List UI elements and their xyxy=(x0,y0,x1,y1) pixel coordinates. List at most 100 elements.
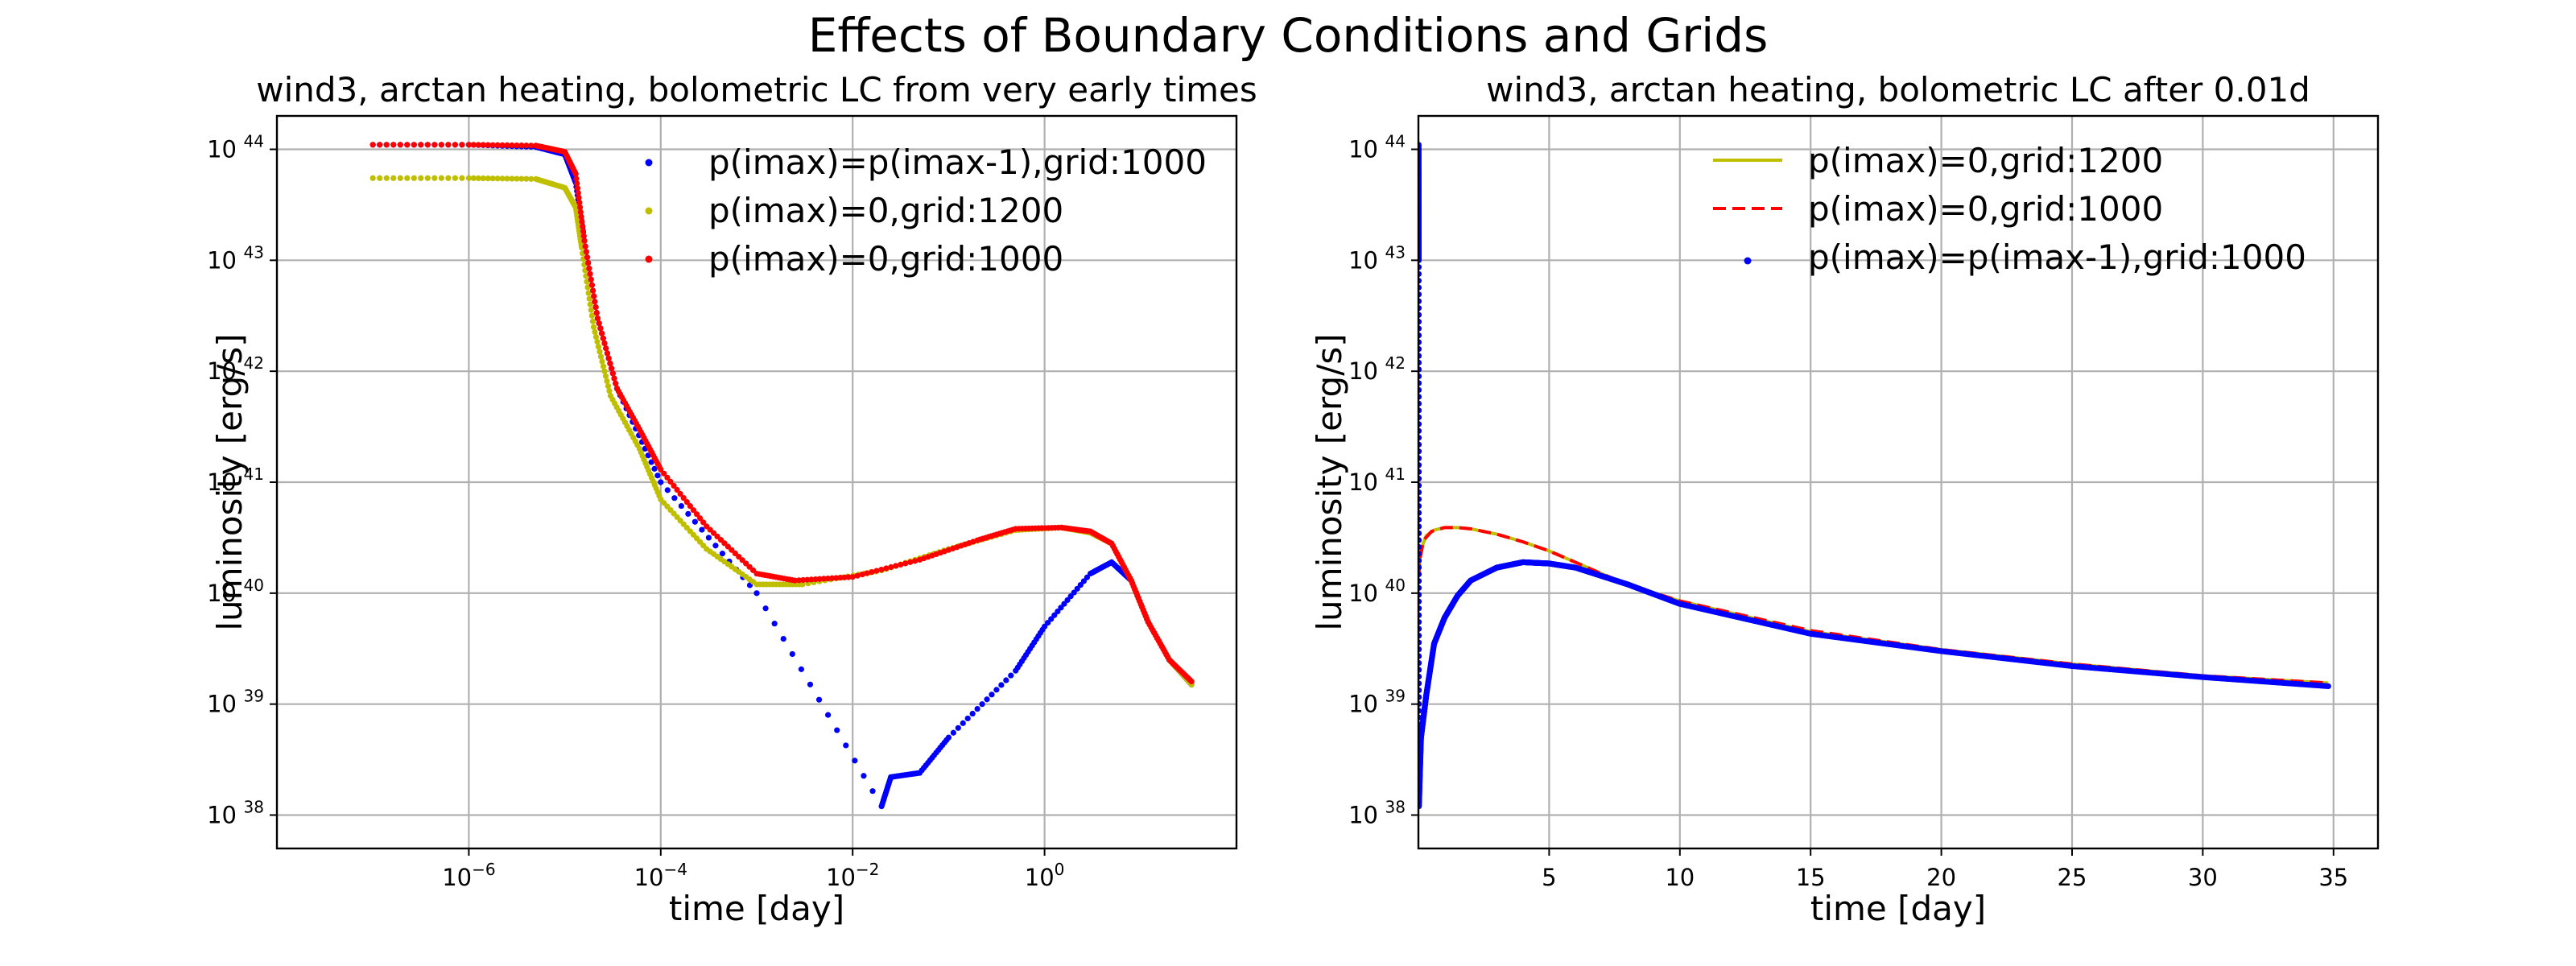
data-point xyxy=(594,315,601,321)
data-point xyxy=(438,142,444,148)
legend-label-red-right: p(imax)=0,grid:1000 xyxy=(1808,189,2163,229)
data-point xyxy=(1084,574,1091,580)
y-tick-label: 10 43 xyxy=(1348,242,1406,274)
data-point xyxy=(955,724,961,731)
data-point xyxy=(902,560,909,567)
data-point xyxy=(2325,683,2331,690)
data-point xyxy=(696,515,704,522)
data-point xyxy=(804,576,811,583)
data-point xyxy=(576,204,584,211)
x-tick-label: 10−4 xyxy=(634,860,687,891)
data-point xyxy=(431,142,438,148)
data-point xyxy=(606,388,613,394)
data-point xyxy=(984,696,990,703)
legend-label-yellow-right: p(imax)=0,grid:1200 xyxy=(1808,141,2163,180)
data-point xyxy=(998,682,1005,688)
y-tick-exponent: 42 xyxy=(1385,353,1406,373)
data-point xyxy=(404,142,411,148)
data-point xyxy=(815,696,823,703)
data-point xyxy=(504,175,510,182)
data-point xyxy=(883,565,890,572)
series-red xyxy=(1418,526,2329,685)
data-point xyxy=(509,175,515,182)
data-point xyxy=(1080,578,1087,584)
data-point xyxy=(580,223,586,229)
data-point xyxy=(849,574,856,580)
data-point xyxy=(1003,677,1009,683)
data-point xyxy=(687,503,693,510)
data-point xyxy=(494,142,501,148)
data-point xyxy=(485,175,491,182)
data-point xyxy=(825,712,832,718)
legend-label-yellow: p(imax)=0,grid:1200 xyxy=(708,191,1063,230)
data-point xyxy=(712,543,719,549)
y-tick-label: 10 41 xyxy=(1348,464,1406,496)
x-tick-exponent: −6 xyxy=(472,860,495,879)
data-point xyxy=(654,473,661,479)
x-tick-label: 10 xyxy=(1665,864,1695,891)
x-tick-label: 15 xyxy=(1796,864,1826,891)
data-point xyxy=(843,742,849,749)
series-line xyxy=(1418,526,2329,685)
data-point xyxy=(445,175,452,181)
data-point xyxy=(591,293,597,299)
data-point xyxy=(582,243,588,250)
data-point xyxy=(369,142,376,148)
data-point xyxy=(390,175,397,181)
y-tick-exponent: 43 xyxy=(244,242,264,262)
data-point xyxy=(494,175,501,182)
data-point xyxy=(580,233,587,239)
data-point xyxy=(431,175,438,181)
data-point xyxy=(598,330,605,336)
data-point xyxy=(584,254,591,261)
data-point xyxy=(693,511,700,518)
data-point xyxy=(592,328,598,336)
data-point xyxy=(588,276,594,283)
legend-label-blue-right: p(imax)=p(imax-1),grid:1000 xyxy=(1808,237,2306,277)
data-point xyxy=(600,363,607,369)
data-point xyxy=(580,228,587,234)
data-point xyxy=(705,535,712,541)
data-point xyxy=(798,666,804,672)
legend-label-blue: p(imax)=p(imax-1),grid:1000 xyxy=(708,142,1207,182)
data-point xyxy=(1071,589,1077,596)
data-point xyxy=(597,353,605,360)
data-point xyxy=(418,142,424,148)
y-tick-label: 10 39 xyxy=(1348,687,1406,718)
data-point xyxy=(789,650,795,658)
data-point xyxy=(1067,593,1074,600)
data-point xyxy=(397,175,403,181)
data-point xyxy=(837,575,844,581)
x-tick-label: 35 xyxy=(2318,864,2348,891)
data-point xyxy=(799,581,806,588)
data-point xyxy=(605,355,612,361)
data-point xyxy=(475,142,481,148)
figure-title: Effects of Boundary Conditions and Grids xyxy=(808,8,1769,63)
data-point xyxy=(596,320,602,327)
data-point xyxy=(475,175,481,182)
data-point xyxy=(575,190,581,196)
data-point xyxy=(812,576,819,583)
data-point xyxy=(369,175,376,181)
data-point xyxy=(671,482,677,489)
data-point xyxy=(587,301,593,308)
data-point xyxy=(1077,582,1084,588)
data-point xyxy=(578,213,584,221)
data-point xyxy=(690,507,697,514)
data-point xyxy=(586,295,592,302)
data-point xyxy=(667,478,674,485)
data-point xyxy=(678,502,684,510)
data-point xyxy=(589,318,597,324)
data-point xyxy=(576,195,582,201)
data-point xyxy=(480,142,486,148)
y-tick-exponent: 39 xyxy=(1385,687,1406,706)
data-point xyxy=(604,350,611,357)
data-point xyxy=(601,340,608,347)
data-point xyxy=(671,495,678,502)
data-point xyxy=(1045,620,1051,626)
data-point xyxy=(605,382,612,390)
data-point xyxy=(608,365,615,372)
data-point xyxy=(820,576,827,582)
data-point xyxy=(397,142,403,148)
